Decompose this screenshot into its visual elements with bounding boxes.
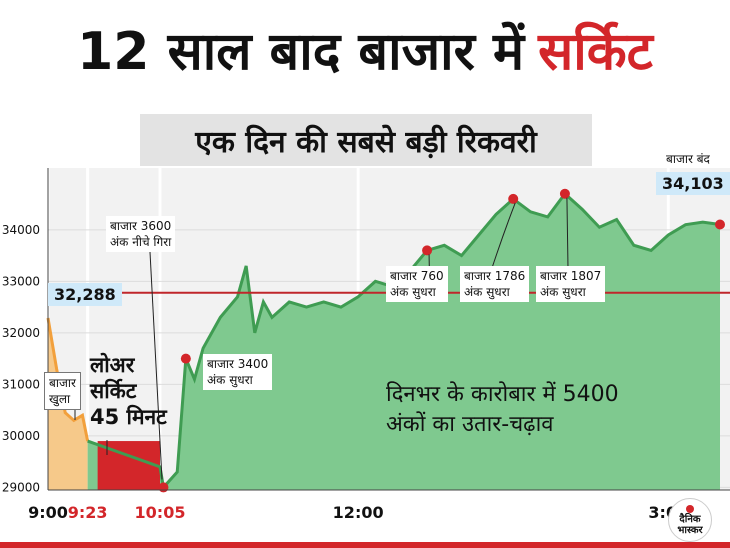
annotation-recovery-3400: बाजार 3400 अंक सुधरा: [203, 354, 273, 390]
pre-circuit-area: [48, 318, 88, 490]
volatility-note-line: अंकों का उतार-चढ़ाव: [386, 412, 554, 437]
x-tick-label: 9:23: [68, 503, 108, 522]
logo-line: दैनिक: [679, 513, 701, 525]
annotation-recovery-1786: बाजार 1786 अंक सुधरा: [460, 266, 530, 302]
y-tick-label: 34000: [2, 223, 40, 237]
lower-circuit-line: सर्किट: [90, 379, 137, 403]
headline: 12 साल बाद बाजार में सर्किट: [0, 4, 730, 94]
annotation-market-open: बाजार खुला: [44, 372, 81, 410]
chart-title: एक दिन की सबसे बड़ी रिकवरी: [140, 114, 592, 166]
dainik-bhaskar-logo: दैनिक भास्कर: [668, 498, 712, 542]
logo-sun-icon: [686, 504, 694, 513]
annotation-line: बाजार 3400: [207, 357, 269, 371]
volatility-note: दिनभर के कारोबार में 5400 अंकों का उतार-…: [386, 380, 619, 440]
lower-circuit-line: 45 मिनट: [90, 405, 167, 429]
annotation-line: अंक सुधरा: [390, 285, 436, 299]
close-value-callout: 34,103: [656, 172, 730, 195]
key-point: [180, 353, 191, 364]
open-value-callout: 32,288: [48, 283, 122, 306]
annotation-line: बाजार 1807: [540, 269, 602, 283]
annotation-market-close: बाजार बंद: [666, 152, 710, 166]
y-tick-label: 31000: [2, 377, 40, 391]
annotation-connector: [566, 197, 569, 269]
logo-line: भास्कर: [677, 524, 703, 536]
annotation-line: अंक सुधरा: [540, 285, 586, 299]
annotation-recovery-1807: बाजार 1807 अंक सुधरा: [536, 266, 606, 302]
annotation-line: खुला: [49, 392, 71, 406]
x-tick-label: 10:05: [135, 503, 186, 522]
annotation-line: बाजार 3600: [110, 219, 172, 233]
bottom-accent-bar: [0, 542, 730, 548]
y-tick-label: 29000: [2, 480, 40, 494]
key-point: [508, 193, 519, 204]
lower-circuit-label: लोअर सर्किट 45 मिनट: [90, 352, 167, 430]
annotation-line: बाजार: [49, 376, 76, 390]
key-point: [559, 188, 570, 199]
lower-circuit-line: लोअर: [90, 353, 135, 377]
x-tick-label: 12:00: [333, 503, 384, 522]
x-tick-label: 9:00: [28, 503, 68, 522]
annotation-connector: [149, 251, 163, 480]
y-tick-label: 33000: [2, 274, 40, 288]
annotation-line: अंक सुधरा: [207, 373, 253, 387]
volatility-note-line: दिनभर के कारोबार में 5400: [386, 382, 619, 407]
pre-circuit-line: [46, 317, 90, 442]
annotation-connector: [491, 202, 516, 269]
annotation-line: अंक नीचे गिरा: [110, 235, 172, 249]
annotation-fall: बाजार 3600 अंक नीचे गिरा: [106, 216, 176, 252]
annotation-line: बाजार 1786: [464, 269, 526, 283]
annotation-line: अंक सुधरा: [464, 285, 510, 299]
headline-main: 12 साल बाद बाजार में: [77, 21, 525, 82]
key-point: [715, 219, 725, 230]
key-point: [422, 245, 433, 256]
annotation-recovery-760: बाजार 760 अंक सुधरा: [386, 266, 448, 302]
y-tick-label: 30000: [2, 429, 40, 443]
annotation-line: बाजार 760: [390, 269, 444, 283]
headline-accent: सर्किट: [538, 21, 653, 82]
key-point: [158, 482, 169, 493]
y-tick-label: 32000: [2, 326, 40, 340]
